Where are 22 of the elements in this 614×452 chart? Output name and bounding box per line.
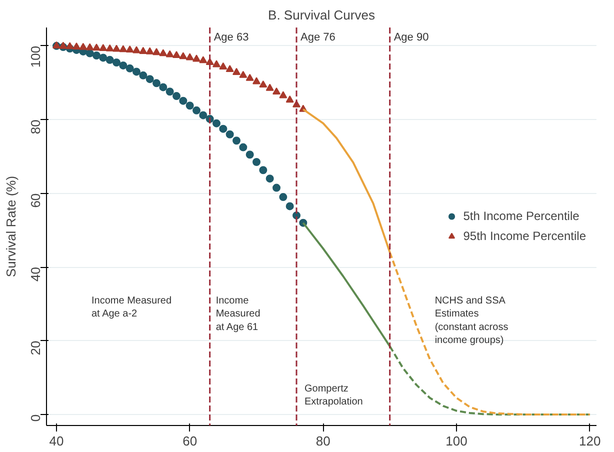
annotation: Gompertz Extrapolation (304, 384, 363, 408)
ref-line-label: Age 63 (214, 32, 249, 44)
y-tick-label: 40 (28, 267, 43, 282)
annotation: Income Measured at Age a-2 (92, 296, 172, 320)
x-tick-label: 80 (316, 434, 330, 448)
legend-label: 95th Income Percentile (463, 229, 586, 243)
ref-line-label: Age 76 (300, 32, 336, 44)
y-tick-label: 0 (28, 414, 43, 422)
x-tick-label: 60 (182, 434, 198, 448)
annotation: Income Measured at Age 61 (216, 296, 260, 333)
y-tick-label: 80 (28, 120, 43, 134)
y-axis-title: Survival Rate (%) (4, 176, 18, 278)
annotation: NCHS and SSA Estimates (constant across income groups) (434, 296, 508, 346)
ref-line-label: Age 90 (394, 32, 429, 44)
x-tick-label: 40 (49, 434, 64, 448)
y-tick-label: 60 (28, 193, 43, 208)
legend-label: 5th Income Percentile (463, 209, 580, 223)
y-tick-label: 100 (28, 46, 43, 68)
x-tick-label: 100 (446, 434, 468, 448)
y-tick-label: 20 (28, 340, 43, 356)
chart-title: B. Survival Curves (268, 8, 376, 22)
x-tick-label: 120 (578, 434, 601, 448)
